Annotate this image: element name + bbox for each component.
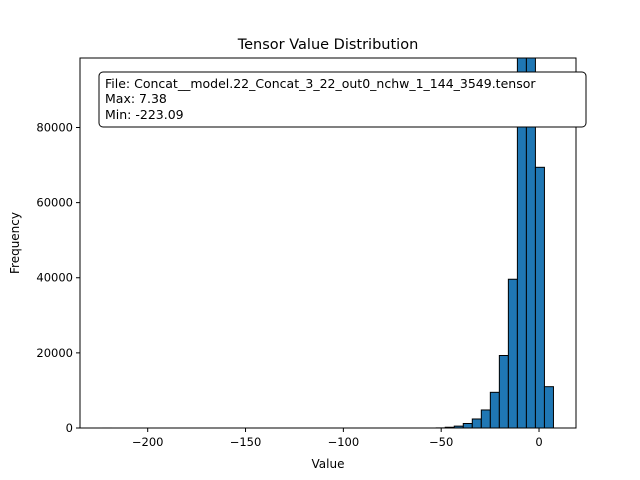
histogram-bar (462, 422, 473, 429)
y-tick-label: 60000 (36, 196, 73, 210)
y-tick-label: 80000 (36, 120, 73, 134)
x-tick-label: −150 (230, 435, 262, 449)
histogram-bar (543, 386, 554, 429)
x-tick-label: 0 (535, 435, 542, 449)
histogram-bar (471, 418, 482, 429)
x-axis-label: Value (312, 457, 345, 471)
x-axis-ticks: −200 −150 −100 −50 0 (132, 428, 543, 449)
y-tick-label: 40000 (36, 271, 73, 285)
x-tick-label: −200 (132, 435, 164, 449)
chart-title: Tensor Value Distribution (237, 37, 419, 53)
y-tick-label: 0 (66, 421, 73, 435)
histogram-bar (534, 166, 545, 429)
bars-layer (102, 57, 554, 429)
annotation-file-line: File: Concat__model.22_Concat_3_22_out0_… (105, 76, 536, 91)
annotation-min-line: Min: -223.09 (105, 107, 184, 122)
annotation-max-line: Max: 7.38 (105, 91, 167, 106)
y-axis-label: Frequency (8, 212, 22, 274)
annotation-box (98, 71, 587, 128)
y-tick-label: 20000 (36, 346, 73, 360)
histogram-bar (489, 391, 500, 429)
x-tick-label: −50 (429, 435, 453, 449)
histogram-bar (507, 278, 518, 429)
file-info-annotation: File: Concat__model.22_Concat_3_22_out0_… (98, 71, 587, 128)
y-axis-ticks: 0 20000 40000 60000 80000 (36, 120, 80, 435)
axes-frame (79, 57, 577, 429)
histogram-bar (480, 409, 491, 429)
histogram-bar (498, 355, 509, 429)
x-tick-label: −100 (328, 435, 360, 449)
